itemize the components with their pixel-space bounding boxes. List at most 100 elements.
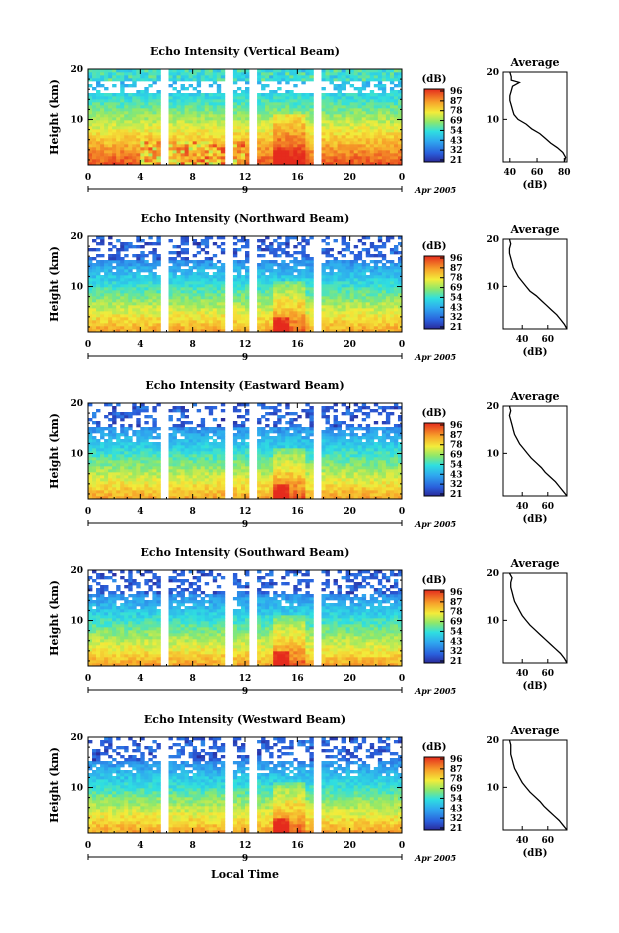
panel-1: Echo Intensity (Vertical Beam) 10 20 Height… xyxy=(48,45,571,196)
y-tick-label: 20 xyxy=(70,399,83,409)
profile-x-tick-label: 40 xyxy=(516,502,529,512)
x-tick-label: 20 xyxy=(343,340,356,350)
profile-x-tick-label: 60 xyxy=(542,669,555,679)
y-axis-label: Height (km) xyxy=(48,413,61,489)
y-axis-label: Height (km) xyxy=(48,580,61,656)
profile-frame xyxy=(503,573,567,663)
profile-title: Average xyxy=(509,56,559,69)
colorbar-tick-label: 78 xyxy=(450,274,463,284)
colorbar xyxy=(424,757,444,830)
profile-x-tick-label: 60 xyxy=(542,502,555,512)
profile-y-tick-label: 20 xyxy=(486,736,499,746)
date-label: Apr 2005 xyxy=(414,185,457,195)
heatmap-cells xyxy=(88,236,402,332)
x-tick-label: 12 xyxy=(239,507,252,517)
colorbar-tick-label: 78 xyxy=(450,441,463,451)
x-tick-label: 16 xyxy=(291,674,304,684)
colorbar-tick-label: 78 xyxy=(450,608,463,618)
x-tick-label: 12 xyxy=(239,841,252,851)
colorbar-tick-label: 54 xyxy=(450,794,463,804)
profile-x-tick-label: 40 xyxy=(516,836,529,846)
x-tick-label: 0 xyxy=(85,507,91,517)
colorbar-tick-label: 32 xyxy=(450,647,463,657)
x-tick-label: 0 xyxy=(399,507,405,517)
day-marker: 9 xyxy=(242,520,248,530)
y-tick-label: 10 xyxy=(70,617,83,627)
panel-3: Echo Intensity (Eastward Beam)1020Height… xyxy=(48,379,567,530)
profile-x-label: (dB) xyxy=(523,180,548,191)
x-tick-label: 0 xyxy=(85,674,91,684)
colorbar-tick-label: 21 xyxy=(450,490,463,500)
colorbar-tick-label: 69 xyxy=(450,618,463,628)
colorbar-tick-label: 69 xyxy=(450,451,463,461)
colorbar-tick-label: 96 xyxy=(450,588,463,598)
panel-title: Echo Intensity (Southward Beam) xyxy=(141,546,350,559)
profile-y-tick-label: 10 xyxy=(486,616,499,626)
x-tick-label: 0 xyxy=(85,841,91,851)
y-axis-label: Height (km) xyxy=(48,747,61,823)
y-tick-label: 20 xyxy=(70,566,83,576)
date-label: Apr 2005 xyxy=(414,519,457,529)
y-axis-label: Height (km) xyxy=(48,79,61,155)
panel-title: Echo Intensity (Westward Beam) xyxy=(144,713,346,726)
date-label: Apr 2005 xyxy=(414,686,457,696)
x-tick-label: 12 xyxy=(239,674,252,684)
x-tick-label: 0 xyxy=(399,674,405,684)
heatmap-cells xyxy=(88,737,402,833)
profile-x-label: (dB) xyxy=(523,347,548,358)
heatmap-cells xyxy=(88,570,402,666)
date-label: Apr 2005 xyxy=(414,853,457,863)
colorbar-tick-label: 21 xyxy=(450,824,463,834)
colorbar-tick-label: 43 xyxy=(450,637,463,647)
colorbar-tick-label: 32 xyxy=(450,480,463,490)
colorbar-tick-label: 54 xyxy=(450,126,463,136)
x-tick-label: 16 xyxy=(291,173,304,183)
colorbar-tick-label: 54 xyxy=(450,293,463,303)
colorbar-tick-label: 32 xyxy=(450,313,463,323)
y-tick-label: 10 xyxy=(70,116,83,126)
x-axis-label: Local Time xyxy=(211,868,279,881)
profile-x-label: (dB) xyxy=(523,681,548,692)
profile-title: Average xyxy=(509,390,559,403)
x-tick-label: 16 xyxy=(291,841,304,851)
panel-title: Echo Intensity (Vertical Beam) xyxy=(150,45,340,58)
y-tick-label: 20 xyxy=(70,65,83,75)
colorbar-tick-label: 87 xyxy=(450,97,463,107)
colorbar-tick-label: 43 xyxy=(450,136,463,146)
y-axis-label: Height (km) xyxy=(48,246,61,322)
profile-y-tick-label: 20 xyxy=(486,569,499,579)
colorbar-tick-label: 69 xyxy=(450,117,463,127)
x-tick-label: 20 xyxy=(343,173,356,183)
x-tick-label: 4 xyxy=(137,507,143,517)
colorbar-unit: (dB) xyxy=(422,742,447,753)
y-tick-label: 20 xyxy=(70,733,83,743)
colorbar-tick-label: 69 xyxy=(450,785,463,795)
profile-x-label: (dB) xyxy=(523,848,548,859)
colorbar-tick-label: 32 xyxy=(450,146,463,156)
x-tick-label: 0 xyxy=(399,173,405,183)
colorbar xyxy=(424,590,444,663)
x-tick-label: 8 xyxy=(190,507,196,517)
x-tick-label: 0 xyxy=(399,841,405,851)
heatmap-cells xyxy=(88,69,402,165)
colorbar-tick-label: 21 xyxy=(450,657,463,667)
panel-2: Echo Intensity (Northward Beam)1020Heigh… xyxy=(48,212,567,363)
profile-title: Average xyxy=(509,223,559,236)
x-tick-label: 4 xyxy=(137,173,143,183)
day-marker: 9 xyxy=(242,687,248,697)
profile-y-tick-label: 10 xyxy=(486,449,499,459)
y-tick-label: 20 xyxy=(70,232,83,242)
colorbar-tick-label: 78 xyxy=(450,775,463,785)
colorbar-tick-label: 96 xyxy=(450,755,463,765)
colorbar xyxy=(424,256,444,329)
colorbar-tick-label: 96 xyxy=(450,421,463,431)
profile-x-tick-label: 60 xyxy=(542,836,555,846)
x-tick-label: 12 xyxy=(239,173,252,183)
x-tick-label: 4 xyxy=(137,674,143,684)
x-tick-label: 8 xyxy=(190,173,196,183)
profile-y-tick-label: 10 xyxy=(486,783,499,793)
colorbar-tick-label: 43 xyxy=(450,804,463,814)
colorbar-tick-label: 54 xyxy=(450,460,463,470)
colorbar-tick-label: 87 xyxy=(450,598,463,608)
day-marker: 9 xyxy=(242,854,248,864)
